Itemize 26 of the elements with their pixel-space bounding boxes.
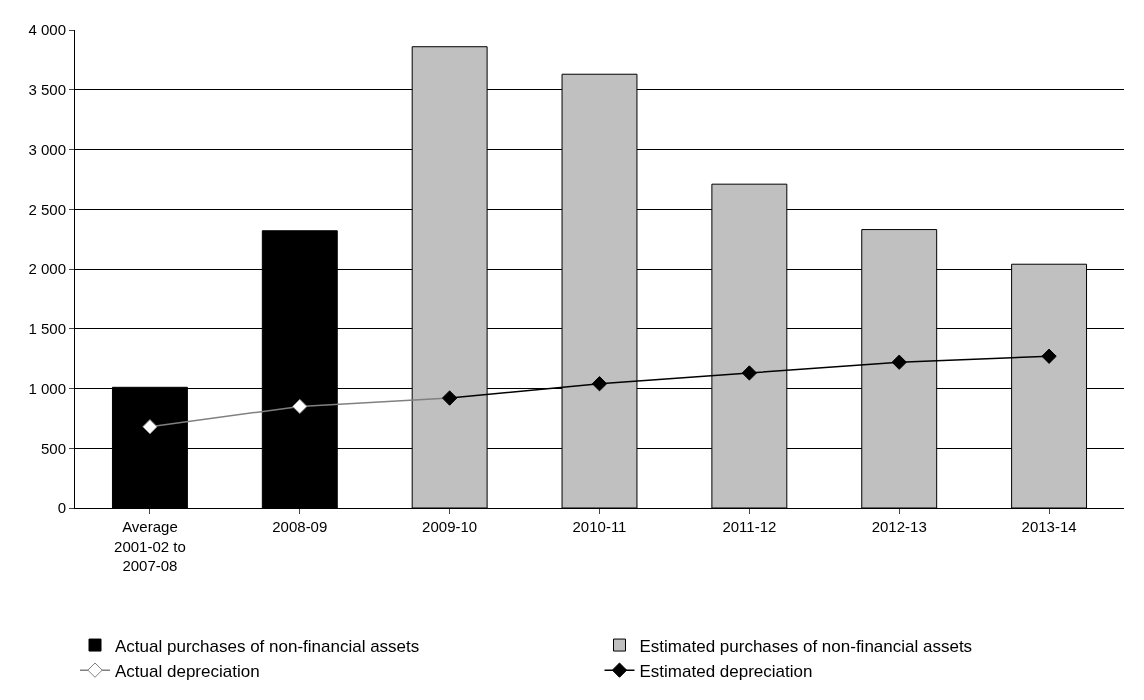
- x-tick-label: 2008-09: [272, 518, 328, 535]
- point: [292, 398, 308, 415]
- x-tick-label: 2010-11: [572, 518, 627, 535]
- y-tick-label: 4 000: [28, 21, 66, 39]
- y-tick-label: 3 000: [28, 140, 66, 158]
- point: [591, 376, 608, 392]
- y-tick-label: 2 500: [28, 200, 66, 218]
- legend-label: Estimated purchases of non-financial assets: [639, 636, 973, 656]
- x-tick-label: 2011-12: [722, 518, 777, 535]
- point: [1041, 348, 1057, 364]
- legend-label: Estimated depreciation: [639, 661, 813, 681]
- legend-label: Actual purchases of non-financial assets: [115, 636, 420, 656]
- y-tick-label: 2 000: [28, 260, 66, 278]
- y-tick-label: 1 500: [28, 320, 66, 337]
- point: [741, 365, 758, 381]
- y-tick-label: 1 000: [28, 379, 66, 397]
- y-tick-label: 0: [57, 499, 66, 517]
- x-tick-label: 2013-14: [1021, 518, 1077, 535]
- point: [142, 419, 158, 435]
- x-tick-label: 2009-10: [422, 518, 478, 535]
- point: [891, 354, 907, 370]
- y-tick-label: 500: [40, 439, 66, 457]
- legend-label: Actual depreciation: [115, 661, 260, 681]
- y-tick-label: 3 500: [28, 81, 66, 98]
- x-tick-label: Average 2001-02 to 2007-08: [114, 518, 186, 574]
- x-tick-label: 2012-13: [871, 518, 927, 535]
